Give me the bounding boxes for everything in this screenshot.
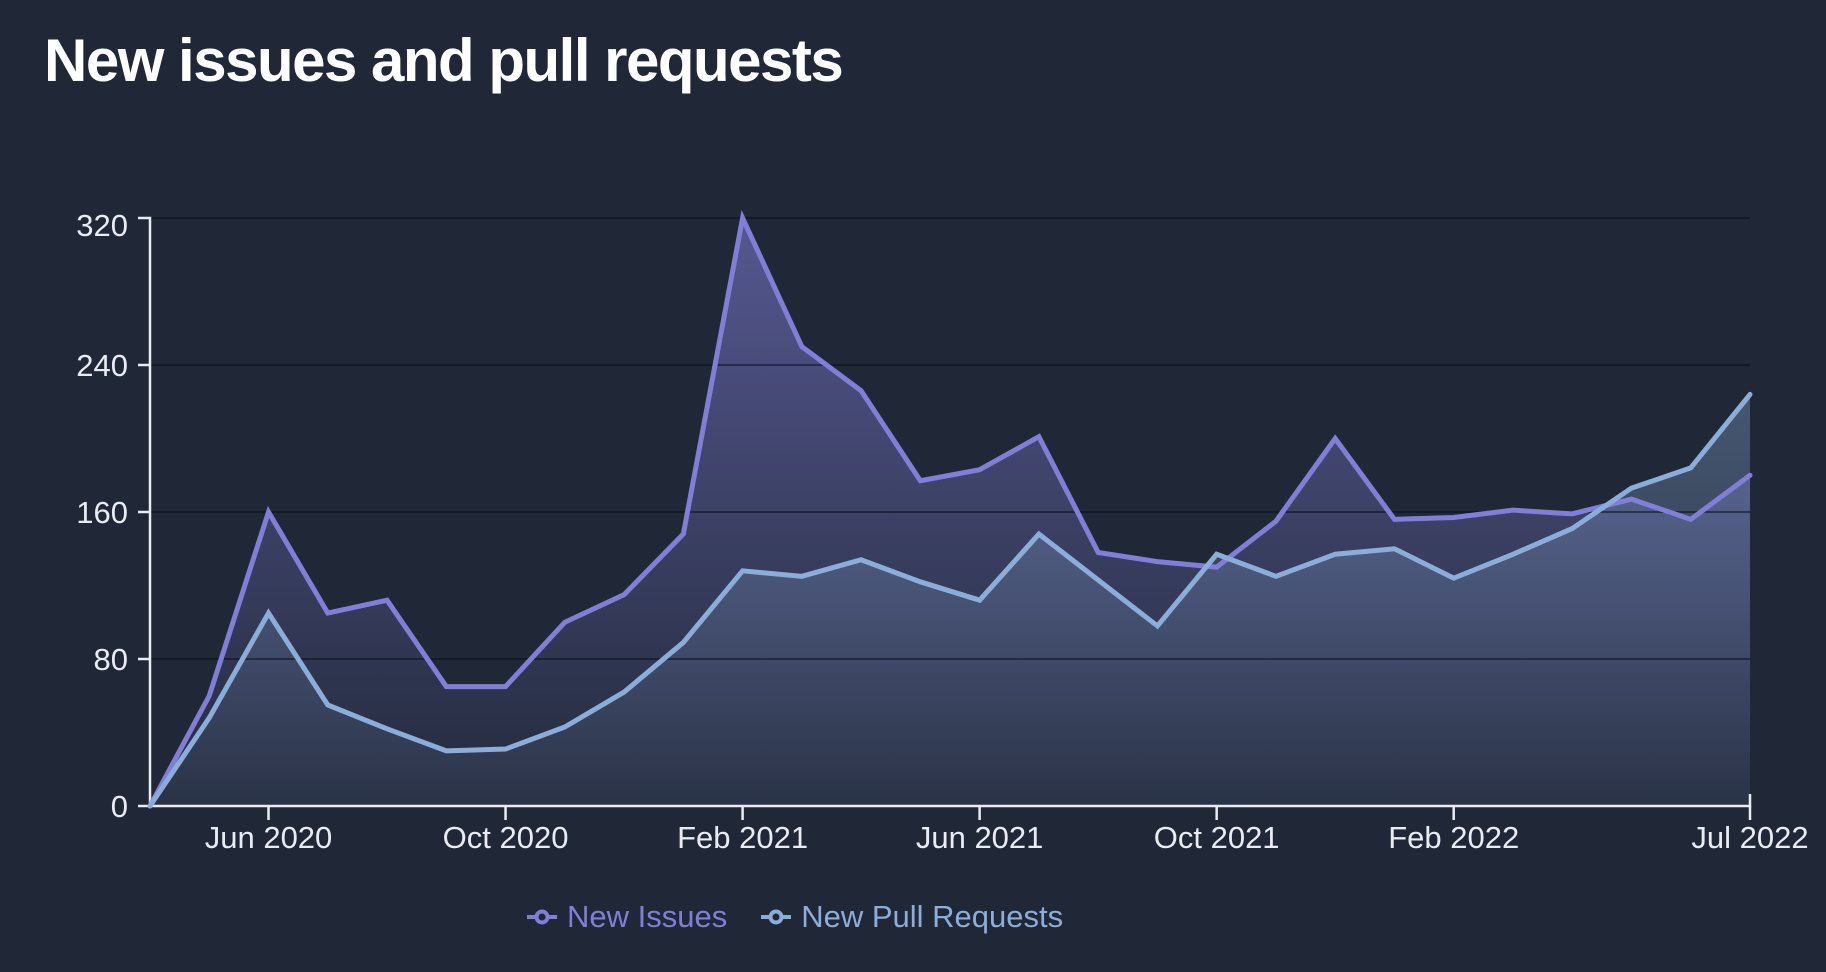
chart-legend: New Issues New Pull Requests	[527, 899, 1063, 935]
legend-item-new-issues[interactable]: New Issues	[527, 899, 727, 935]
legend-item-new-pull-requests[interactable]: New Pull Requests	[761, 899, 1063, 935]
y-tick-label-320: 320	[76, 208, 128, 243]
y-tick-label-0: 0	[111, 789, 128, 824]
x-tick-label-Jun-2021: Jun 2021	[916, 820, 1044, 855]
y-tick-label-160: 160	[76, 495, 128, 530]
y-tick-label-80: 80	[94, 642, 128, 677]
area-fill-new-pull-requests	[150, 394, 1750, 806]
x-tick-label-Feb-2021: Feb 2021	[677, 820, 808, 855]
y-tick-label-240: 240	[76, 348, 128, 383]
line-circle-marker-icon	[527, 909, 557, 925]
series-line-new-pull-requests	[147, 391, 1753, 809]
line-circle-marker-icon	[761, 909, 792, 925]
x-tick-label-Feb-2022: Feb 2022	[1388, 820, 1519, 855]
legend-label: New Pull Requests	[801, 899, 1064, 934]
x-tick-label-Oct-2021: Oct 2021	[1154, 820, 1280, 855]
legend-label: New Issues	[567, 899, 728, 934]
series-line-new-issues	[147, 209, 1753, 809]
x-tick-label-Jun-2020: Jun 2020	[205, 820, 333, 855]
page-title: New issues and pull requests	[44, 27, 844, 94]
x-tick-label-Oct-2020: Oct 2020	[443, 820, 569, 855]
x-tick-label-Jul-2022: Jul 2022	[1691, 820, 1808, 855]
